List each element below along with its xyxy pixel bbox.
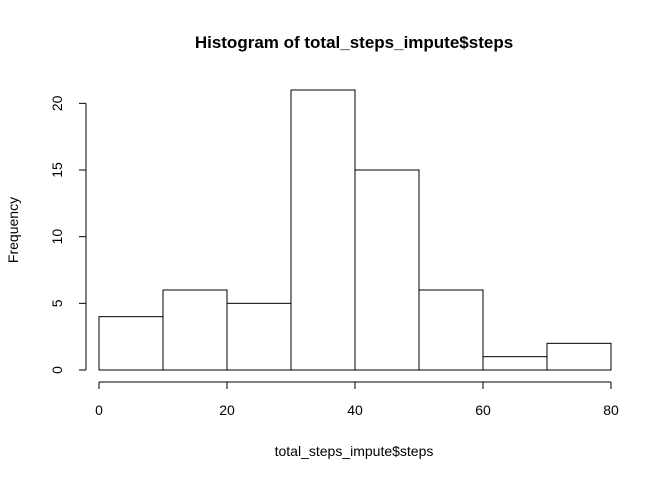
x-tick-label-4: 80 <box>603 402 619 418</box>
y-tick-label-4: 20 <box>49 95 65 111</box>
histogram-bar-6 <box>482 356 548 371</box>
histogram-bar-2 <box>226 302 292 371</box>
histogram-bar-3 <box>290 89 356 371</box>
chart-title: Histogram of total_steps_impute$steps <box>195 33 513 52</box>
y-axis: 0 5 10 15 20 <box>49 95 87 374</box>
histogram-bar-1 <box>162 289 228 371</box>
bars-group <box>98 89 612 371</box>
y-axis-label: Frequency <box>5 197 21 263</box>
x-axis: 0 20 40 60 80 <box>95 381 619 418</box>
histogram-bar-0 <box>98 316 164 371</box>
histogram-bar-5 <box>418 289 484 371</box>
x-axis-label: total_steps_impute$steps <box>275 443 434 459</box>
y-tick-label-3: 15 <box>49 162 65 178</box>
x-tick-label-0: 0 <box>95 402 103 418</box>
x-tick-label-1: 20 <box>219 402 235 418</box>
x-tick-label-3: 60 <box>475 402 491 418</box>
y-tick-label-0: 0 <box>49 366 65 374</box>
histogram-bar-4 <box>354 169 420 371</box>
histogram-bar-7 <box>546 342 612 371</box>
y-tick-label-2: 10 <box>49 229 65 245</box>
y-tick-label-1: 5 <box>49 299 65 307</box>
x-tick-label-2: 40 <box>347 402 363 418</box>
